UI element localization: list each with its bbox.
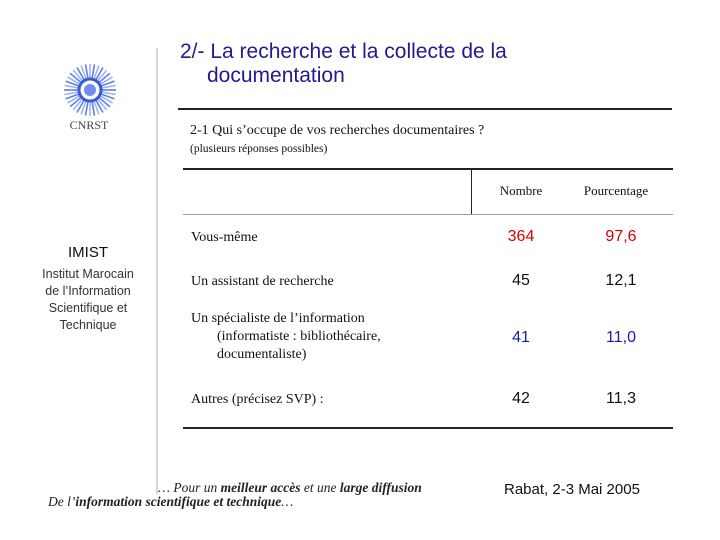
question-text: 2-1 Qui s’occupe de vos recherches docum… [190,123,485,138]
header-separator [471,170,472,214]
cnrst-label: CNRST [69,118,109,132]
institute-line: Scientifique et [48,301,128,315]
slide-title: 2/- La recherche et la collecte de la do… [180,40,507,88]
footer-emphasis: information scientifique et technique [75,494,282,509]
header-underline [183,214,673,215]
footer-tagline-line1: … Pour un meilleur accès et une large di… [158,480,422,496]
institute-name: Institut Marocain de l’Information Scien… [30,266,146,334]
event-date-place: Rabat, 2-3 Mai 2005 [504,481,640,498]
row-label-line: Un assistant de recherche [191,274,334,289]
slide-title-line1: 2/- La recherche et la collecte de la [180,40,507,63]
row-label-line: documentaliste) [217,347,307,362]
row-percent: 11,0 [606,329,636,346]
row-percent: 97,6 [605,228,637,245]
row-label: Un spécialiste de l’information (informa… [191,310,381,364]
row-count: 364 [507,228,535,245]
cnrst-logo-icon [64,64,116,116]
footer-text: et une [300,480,340,495]
header-count: Nombre [499,183,543,198]
row-percent: 11,3 [606,390,636,407]
institute-line: Technique [59,318,117,332]
results-table: Nombre Pourcentage Vous-même 364 97,6 Un… [183,168,673,429]
row-label: Autres (précisez SVP) : [191,391,324,409]
row-count: 42 [512,390,530,407]
imist-acronym: IMIST [68,244,108,261]
row-label-line: (informatiste : bibliothécaire, [217,329,381,344]
row-label-line: Un spécialiste de l’information [191,311,365,326]
slide-title-line2: documentation [207,64,345,87]
footer-emphasis: meilleur accès [220,480,301,495]
footer-text: … Pour un [158,480,221,495]
institute-line: Institut Marocain [42,267,134,281]
footer-text: De l’ [48,494,76,509]
row-count: 41 [512,329,530,346]
row-label-line: Vous-même [191,230,258,245]
row-percent: 12,1 [605,272,637,289]
question-note: (plusieurs réponses possibles) [190,143,328,155]
footer-text: … [281,494,294,509]
row-label: Vous-même [191,229,258,247]
footer-tagline-line2: De l’information scientifique et techniq… [48,494,293,510]
sidebar-divider [156,48,158,494]
footer-emphasis: large diffusion [339,480,422,495]
row-count: 45 [512,272,530,289]
row-label: Un assistant de recherche [191,273,334,291]
header-percent: Pourcentage [583,183,649,198]
institute-line: de l’Information [45,284,131,298]
row-label-line: Autres (précisez SVP) : [191,392,324,407]
title-rule [178,108,672,110]
